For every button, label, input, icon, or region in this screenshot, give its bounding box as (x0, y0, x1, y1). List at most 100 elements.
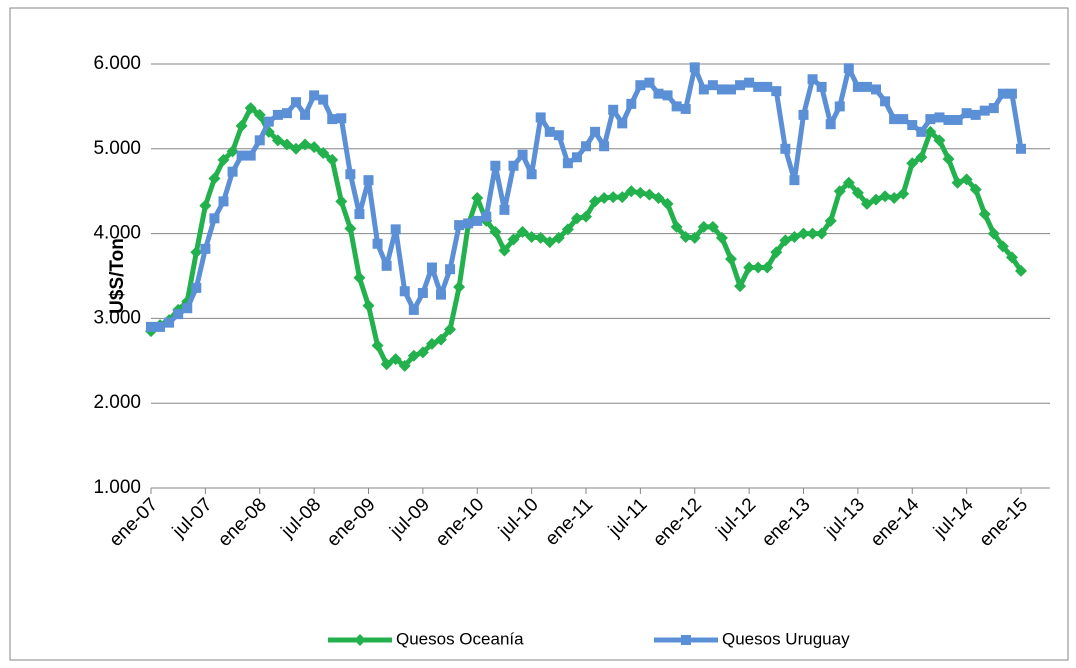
legend-marker (681, 635, 691, 645)
data-point (354, 209, 365, 220)
data-point (626, 98, 637, 109)
data-point (635, 80, 646, 91)
data-point (698, 84, 709, 95)
data-point (942, 152, 955, 165)
data-point (653, 88, 664, 99)
data-point (988, 103, 999, 114)
data-point (978, 208, 991, 221)
data-point (734, 280, 747, 293)
data-point (951, 176, 964, 189)
data-point (770, 246, 783, 259)
data-point (444, 323, 457, 336)
data-point (780, 143, 791, 154)
data-point (436, 289, 446, 300)
data-point (797, 227, 810, 240)
data-point (925, 114, 936, 125)
data-point (553, 130, 564, 141)
data-point (544, 126, 555, 137)
y-tick-label: 6.000 (93, 53, 141, 74)
data-point (644, 77, 655, 88)
data-point (245, 150, 256, 161)
data-point (164, 317, 175, 328)
data-point (235, 119, 248, 132)
data-point (336, 113, 347, 124)
data-point (806, 227, 819, 240)
data-point (381, 260, 392, 271)
data-point (326, 153, 339, 166)
data-point (390, 224, 401, 235)
data-point (590, 126, 601, 137)
data-point (816, 81, 827, 92)
data-point (226, 145, 239, 158)
data-point (353, 271, 366, 284)
data-point (472, 215, 483, 226)
data-point (290, 142, 302, 155)
data-point (617, 118, 628, 129)
data-point (371, 339, 384, 352)
data-point (426, 262, 437, 273)
data-point (761, 261, 774, 274)
data-point (851, 186, 864, 199)
data-point (345, 169, 356, 180)
data-point (335, 195, 348, 208)
legend-label: Quesos Oceanía (396, 629, 524, 648)
data-point (416, 346, 429, 359)
data-point (915, 151, 928, 164)
data-point (253, 108, 266, 121)
data-point (897, 187, 910, 200)
data-point (435, 333, 447, 346)
data-point (934, 112, 945, 123)
data-point (716, 84, 727, 95)
data-point (562, 158, 573, 169)
data-point (561, 223, 574, 236)
legend-marker (354, 634, 366, 646)
data-point (680, 103, 691, 114)
data-point (299, 138, 312, 151)
data-point (263, 116, 274, 127)
data-point (208, 172, 221, 185)
data-point (271, 134, 284, 147)
data-point (489, 225, 502, 238)
data-point (643, 188, 656, 201)
data-point (960, 173, 973, 186)
data-point (715, 231, 728, 244)
data-point (227, 166, 238, 177)
data-point (552, 231, 565, 244)
data-point (598, 191, 611, 204)
data-point (190, 246, 203, 259)
data-point (570, 212, 583, 225)
data-point (907, 120, 918, 131)
data-point (327, 114, 338, 125)
data-point (762, 81, 773, 92)
data-point (155, 321, 166, 332)
data-point (707, 80, 718, 91)
data-point (852, 81, 863, 92)
data-point (408, 304, 419, 315)
data-point (634, 186, 647, 199)
data-point (888, 191, 901, 204)
data-point (1006, 88, 1017, 99)
y-tick-label: 1.000 (93, 477, 141, 498)
data-point (662, 90, 673, 101)
data-point (589, 195, 602, 208)
y-tick-label: 5.000 (93, 138, 141, 159)
data-point (861, 81, 872, 92)
data-point (1005, 251, 1018, 264)
data-point (516, 225, 529, 238)
data-point (308, 141, 321, 154)
data-point (961, 108, 972, 119)
data-point (417, 287, 428, 298)
data-point (898, 114, 909, 125)
data-point (517, 149, 528, 160)
y-tick-label: 2.000 (93, 392, 141, 413)
data-point (789, 175, 800, 186)
data-point (871, 84, 881, 95)
data-point (507, 233, 520, 246)
data-point (535, 112, 546, 123)
data-point (879, 190, 892, 203)
data-point (933, 134, 946, 147)
data-point (1015, 264, 1027, 277)
data-point (318, 94, 329, 105)
data-point (280, 138, 293, 151)
data-point (481, 211, 492, 222)
